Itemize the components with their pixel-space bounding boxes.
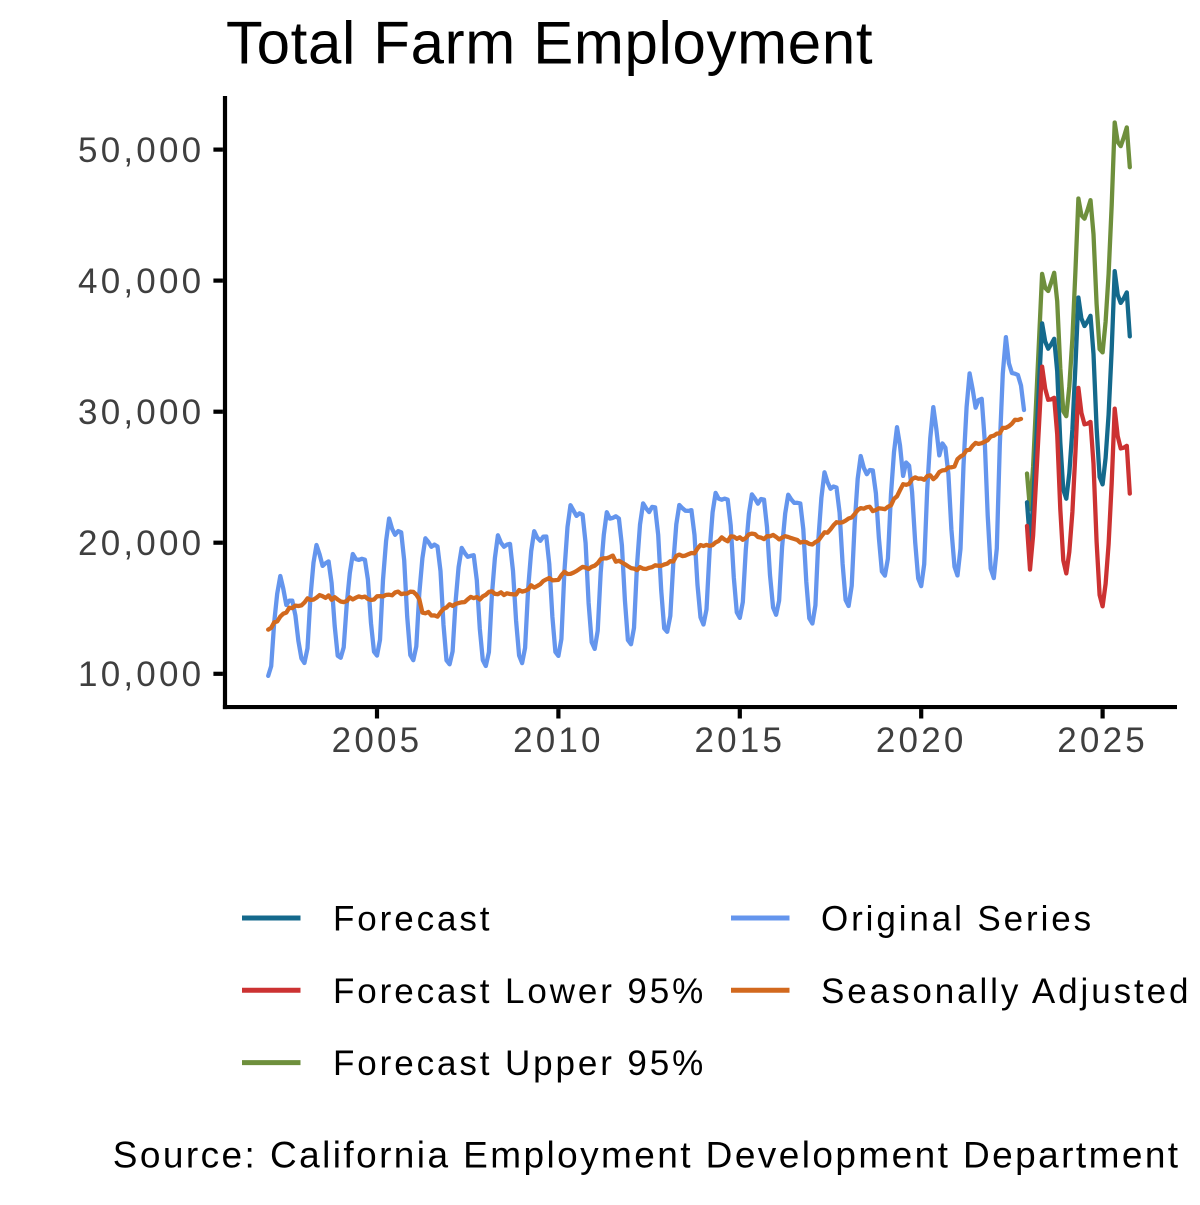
svg-text:2020: 2020 (876, 721, 967, 760)
svg-text:30,000: 30,000 (78, 393, 204, 432)
svg-text:20,000: 20,000 (78, 524, 204, 563)
svg-text:40,000: 40,000 (78, 262, 204, 301)
svg-text:Original Series: Original Series (821, 900, 1094, 939)
svg-text:2005: 2005 (332, 721, 423, 760)
svg-text:Total Farm Employment: Total Farm Employment (226, 9, 873, 76)
svg-text:2025: 2025 (1057, 721, 1148, 760)
svg-text:2015: 2015 (694, 721, 785, 760)
svg-text:10,000: 10,000 (78, 655, 204, 694)
svg-text:50,000: 50,000 (78, 131, 204, 170)
svg-text:Forecast: Forecast (333, 900, 492, 939)
svg-text:Source: California Employment: Source: California Employment Developmen… (113, 1135, 1181, 1176)
svg-text:Forecast Lower 95%: Forecast Lower 95% (333, 972, 706, 1011)
svg-text:Seasonally Adjusted: Seasonally Adjusted (821, 972, 1191, 1011)
svg-text:Forecast Upper 95%: Forecast Upper 95% (333, 1044, 706, 1083)
svg-text:2010: 2010 (513, 721, 604, 760)
